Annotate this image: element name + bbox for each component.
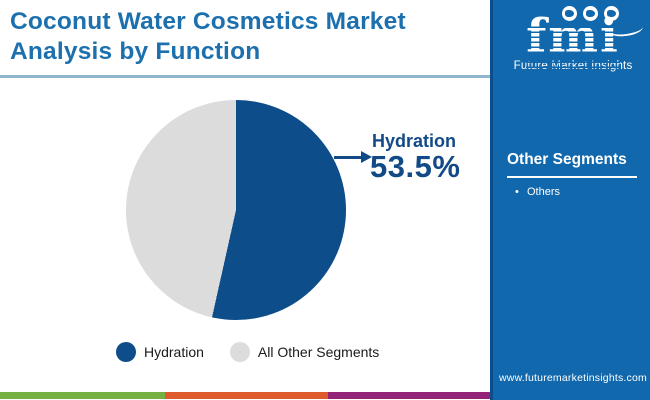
other-segments-heading: Other Segments bbox=[507, 151, 627, 168]
footer-color-stripes bbox=[0, 392, 490, 399]
globe-americas-icon bbox=[561, 6, 577, 21]
header-divider bbox=[0, 75, 491, 78]
legend-item-all-other-segments: All Other Segments bbox=[229, 342, 380, 362]
legend-label: All Other Segments bbox=[257, 344, 380, 360]
legend-swatch-all-other-segments bbox=[229, 342, 250, 362]
pie-chart bbox=[126, 100, 346, 320]
page-title: Coconut Water Cosmetics Market Analysis … bbox=[10, 8, 406, 66]
fmi-logo: fmi Future Market Insights bbox=[493, 6, 650, 72]
website-link[interactable]: www.futuremarketinsights.com bbox=[499, 372, 647, 384]
stripe-green bbox=[0, 392, 165, 399]
stripe-orange bbox=[165, 392, 328, 399]
callout-value: 53.5% bbox=[370, 149, 461, 184]
brand-sidebar: fmi Future Market Insights Other Segment… bbox=[490, 0, 650, 400]
logo-wordmark: fmi bbox=[526, 9, 620, 64]
logo-globes-row bbox=[527, 6, 650, 21]
legend-label: Hydration bbox=[144, 344, 204, 360]
other-segments-divider bbox=[507, 176, 637, 178]
callout-line bbox=[334, 156, 363, 159]
callout-label: Hydration bbox=[372, 131, 457, 151]
stripe-purple bbox=[328, 392, 490, 399]
legend-swatch-hydration bbox=[116, 342, 136, 362]
chart-legend: Hydration All Other Segments bbox=[116, 342, 379, 362]
list-item: Others bbox=[515, 184, 560, 200]
globe-eastern-icon bbox=[603, 6, 619, 21]
arrow-right-icon bbox=[361, 151, 372, 163]
globe-compass-icon bbox=[582, 6, 598, 21]
other-segments-list: Others bbox=[515, 184, 560, 200]
legend-item-hydration: Hydration bbox=[116, 342, 204, 362]
